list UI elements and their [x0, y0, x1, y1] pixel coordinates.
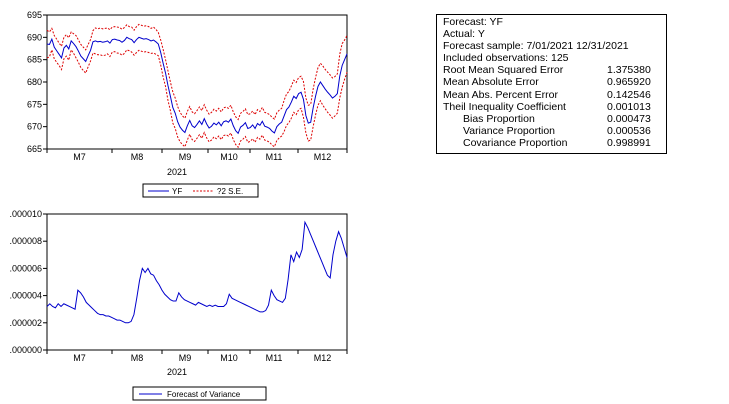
forecast-plot-frame — [46, 14, 348, 150]
y-tick-label: 680 — [27, 77, 42, 87]
variance-legend: Forecast of Variance — [132, 386, 267, 401]
stat-row-bias: Bias Proportion 0.000473 — [463, 112, 651, 125]
y-tick-label: .000006 — [9, 263, 42, 273]
variance-series-line — [46, 220, 348, 324]
variance-legend-frame — [132, 386, 267, 401]
stat-row-covariance: Covariance Proportion 0.998991 — [463, 136, 651, 149]
y-tick-label: 690 — [27, 32, 42, 42]
forecast-x-year-label: 2021 — [167, 167, 187, 177]
x-tick-label: M7 — [73, 152, 86, 162]
variance-chart: .000000 .000002 .000004 .000006 .000008 .0000… — [9, 209, 348, 401]
x-tick-label: M11 — [266, 152, 283, 162]
stat-row-mae: Mean Absolute Error 0.965920 — [443, 76, 651, 89]
variance-series — [46, 220, 348, 324]
x-tick-label: M12 — [314, 152, 332, 162]
y-tick-label: 670 — [27, 122, 42, 132]
variance-y-axis: .000000 .000002 .000004 .000006 .000008 .0000… — [9, 209, 47, 355]
x-tick-label: M10 — [220, 353, 238, 363]
legend-label-yf: YF — [172, 187, 182, 196]
forecast-series — [46, 23, 348, 149]
stat-row-mape: Mean Abs. Percent Error 0.142546 — [443, 88, 651, 101]
y-tick-label: 685 — [27, 55, 42, 65]
y-tick-label: 665 — [27, 144, 42, 154]
stats-header-line: Forecast: YF — [443, 16, 503, 28]
variance-plot-frame — [46, 213, 348, 351]
stats-header-line: Actual: Y — [443, 28, 485, 41]
stat-row-rmse: Root Mean Squared Error 1.375380 — [443, 64, 651, 77]
y-tick-label: 675 — [27, 99, 42, 109]
x-tick-label: M8 — [131, 353, 144, 363]
x-tick-label: M8 — [131, 152, 144, 162]
legend-label-se: ?2 S.E. — [217, 187, 243, 196]
variance-x-axis: M7 M8 M9 M10 M11 M12 — [46, 350, 348, 363]
legend-label-variance: Forecast of Variance — [167, 390, 241, 399]
x-tick-label: M12 — [314, 353, 332, 363]
y-tick-label: .000004 — [9, 291, 42, 301]
stat-row-theil: Theil Inequality Coefficient 0.001013 — [443, 100, 651, 113]
y-tick-label: 695 — [27, 10, 42, 20]
se-upper-band-line — [46, 23, 348, 121]
stats-header-line: Included observations: 125 — [443, 52, 569, 65]
y-tick-label: .000002 — [9, 318, 42, 328]
stats-header-line: Forecast sample: 7/01/2021 12/31/2021 — [443, 40, 629, 53]
forecast-x-axis: M7 M8 M9 M10 M11 M12 — [46, 149, 348, 162]
forecast-legend: YF ?2 S.E. — [142, 183, 259, 198]
forecast-chart: 665 670 675 680 685 690 695 M7 M8 M9 M10 M11 M12 20… — [27, 10, 348, 198]
stat-row-variance: Variance Proportion 0.000536 — [463, 124, 651, 137]
x-tick-label: M7 — [73, 353, 86, 363]
y-tick-label: .000000 — [9, 345, 42, 355]
x-tick-label: M10 — [220, 152, 238, 162]
y-tick-label: .000008 — [9, 236, 42, 246]
forecast-y-axis: 665 670 675 680 685 690 695 — [27, 10, 47, 154]
x-tick-label: M9 — [179, 353, 192, 363]
se-lower-band-line — [46, 48, 348, 149]
x-tick-label: M9 — [179, 152, 192, 162]
forecast-stats-box: Forecast: YF Actual: Y Forecast sample: … — [436, 14, 667, 154]
variance-x-year-label: 2021 — [167, 367, 187, 377]
y-tick-label: .000010 — [9, 209, 42, 219]
yf-series-line — [46, 36, 348, 135]
x-tick-label: M11 — [266, 353, 283, 363]
